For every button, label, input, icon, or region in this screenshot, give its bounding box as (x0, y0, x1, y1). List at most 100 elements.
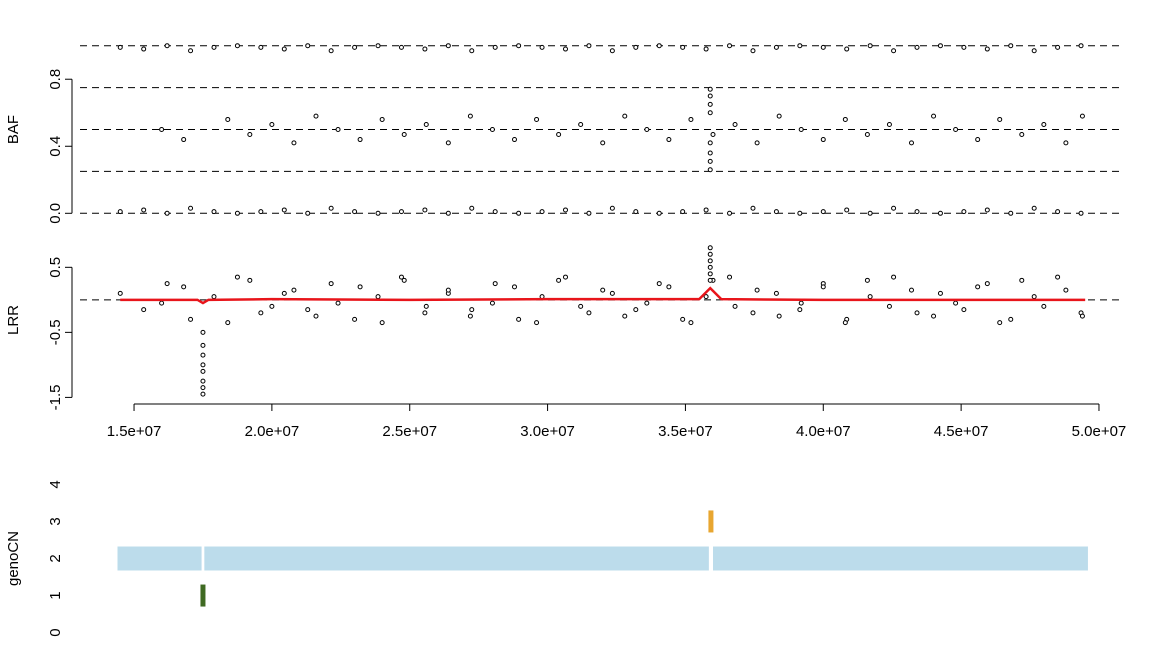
data-point (181, 137, 187, 143)
data-point (234, 210, 240, 216)
data-point (961, 307, 967, 313)
data-point (1031, 294, 1037, 300)
data-point (586, 43, 592, 49)
segment (204, 546, 709, 571)
data-point (200, 391, 206, 397)
data-point (445, 287, 451, 293)
data-point (328, 281, 334, 287)
y-tick-label: -0.5 (47, 319, 64, 345)
data-point (842, 116, 848, 122)
data-point (492, 281, 498, 287)
x-tick-label: 4.0e+07 (796, 423, 851, 440)
y-axis-label: LRR (5, 305, 22, 335)
data-point (750, 310, 756, 316)
data-point (707, 251, 713, 257)
data-point (997, 320, 1003, 326)
data-point (225, 320, 231, 326)
data-point (1041, 121, 1047, 127)
data-point (1055, 44, 1061, 50)
data-point (200, 329, 206, 335)
data-point (539, 209, 545, 215)
data-point (305, 307, 311, 313)
data-point (609, 205, 615, 211)
data-point (867, 294, 873, 300)
data-point (159, 127, 165, 132)
data-point (313, 113, 319, 119)
data-point (117, 44, 123, 50)
data-point (556, 277, 562, 283)
data-point (211, 209, 217, 215)
data-point (328, 48, 334, 54)
x-tick-label: 2.0e+07 (245, 423, 300, 440)
data-point (188, 48, 194, 54)
data-point (1008, 316, 1014, 322)
data-point (1008, 43, 1014, 49)
data-point (937, 290, 943, 296)
data-point (727, 43, 733, 49)
data-point (1078, 210, 1084, 216)
data-point (707, 264, 713, 270)
data-point (1079, 313, 1085, 319)
data-point (352, 209, 358, 215)
data-point (776, 113, 782, 119)
data-point (754, 140, 760, 146)
data-point (379, 116, 385, 122)
data-point (511, 284, 517, 290)
data-point (953, 127, 959, 132)
data-point (707, 150, 713, 156)
data-point (556, 132, 562, 138)
data-point (291, 287, 297, 293)
data-point (234, 43, 240, 49)
data-point (1079, 113, 1085, 119)
data-point (375, 43, 381, 49)
data-point (401, 132, 407, 138)
data-point (1041, 303, 1047, 309)
data-point (707, 245, 713, 251)
data-point (445, 210, 451, 216)
data-point (269, 121, 275, 127)
x-tick-label: 4.5e+07 (934, 423, 989, 440)
data-point (534, 320, 540, 326)
data-point (937, 43, 943, 49)
data-point (797, 210, 803, 216)
data-point (703, 294, 709, 300)
data-point (633, 307, 639, 313)
data-point (937, 210, 943, 216)
data-point (445, 140, 451, 146)
data-point (931, 113, 937, 119)
data-point (281, 290, 287, 296)
data-point (281, 46, 287, 52)
data-point (164, 210, 170, 216)
data-point (997, 116, 1003, 122)
data-point (707, 271, 713, 277)
data-point (516, 43, 522, 49)
data-point (707, 140, 713, 146)
data-point (776, 313, 782, 319)
data-point (886, 121, 892, 127)
data-point (666, 284, 672, 290)
data-point (489, 127, 495, 132)
data-point (908, 287, 914, 293)
data-point (563, 207, 569, 213)
x-tick-label: 1.5e+07 (107, 423, 162, 440)
data-point (398, 274, 404, 280)
data-point (467, 313, 473, 319)
data-point (578, 303, 584, 309)
x-tick-label: 3.5e+07 (658, 423, 713, 440)
data-point (773, 290, 779, 296)
data-point (211, 44, 217, 50)
data-point (798, 127, 804, 132)
data-point (707, 158, 713, 164)
data-point (1031, 48, 1037, 54)
data-point (891, 205, 897, 211)
data-point (117, 209, 123, 215)
data-point (656, 210, 662, 216)
data-point (247, 277, 253, 283)
data-point (200, 352, 206, 358)
data-point (891, 274, 897, 280)
data-point (666, 137, 672, 143)
data-point (586, 210, 592, 216)
data-point (680, 316, 686, 322)
data-point (710, 132, 716, 138)
data-point (931, 313, 937, 319)
